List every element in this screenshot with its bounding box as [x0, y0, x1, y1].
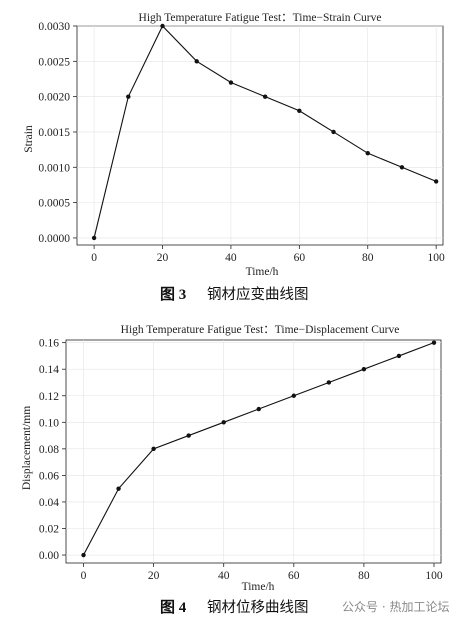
strain-chart: High Temperature Fatigue Test：Time−Strai…	[23, 12, 445, 303]
data-point	[365, 150, 370, 156]
x-tick-label: 40	[225, 252, 237, 264]
data-point	[331, 129, 336, 135]
x-tick-label: 0	[81, 570, 87, 582]
displacement-chart-xlabel: Time/h	[242, 581, 275, 593]
y-tick-label: 0.10	[39, 417, 59, 429]
data-point	[399, 165, 405, 170]
y-tick-label: 0.0030	[38, 21, 70, 33]
data-point	[262, 94, 268, 99]
y-tick-label: 0.08	[39, 444, 59, 456]
y-tick-label: 0.0025	[38, 56, 70, 68]
data-point	[297, 108, 302, 113]
data-point	[221, 420, 226, 425]
data-point	[186, 433, 191, 438]
x-tick-label: 100	[428, 252, 446, 264]
y-tick-label: 0.06	[39, 470, 59, 482]
x-tick-label: 80	[358, 570, 370, 582]
data-point	[361, 367, 367, 372]
y-tick-label: 0.12	[39, 391, 59, 403]
data-point	[431, 340, 437, 345]
data-point	[151, 446, 156, 452]
y-tick-label: 0.04	[39, 497, 59, 509]
strain-chart-title: High Temperature Fatigue Test：Time−Strai…	[139, 12, 382, 24]
data-point	[194, 59, 199, 64]
data-point	[81, 552, 86, 558]
data-point	[160, 23, 165, 29]
strain-caption-text: 钢材应变曲线图	[207, 285, 309, 303]
strain-chart-xlabel: Time/h	[246, 266, 279, 278]
strain-chart-ylabel: Strain	[23, 125, 35, 153]
y-tick-label: 0.02	[39, 523, 59, 535]
y-tick-label: 0.0005	[38, 198, 70, 210]
displacement-caption-text: 钢材位移曲线图	[207, 599, 309, 616]
data-point	[396, 353, 402, 359]
data-point	[256, 406, 261, 412]
data-point	[433, 179, 439, 184]
displacement-chart-ylabel: Displacement/mm	[21, 406, 33, 490]
watermark: 公众号 · 热加工论坛	[342, 600, 449, 614]
x-tick-label: 20	[148, 570, 160, 582]
displacement-chart: High Temperature Fatigue Test：Time−Displ…	[21, 324, 443, 616]
data-point	[326, 380, 332, 385]
displacement-caption-number: 图 4	[160, 599, 187, 616]
y-tick-label: 0.0000	[38, 233, 70, 245]
data-point	[126, 94, 131, 99]
x-tick-label: 0	[91, 252, 97, 264]
x-tick-label: 40	[218, 570, 230, 582]
y-tick-label: 0.0020	[38, 92, 70, 104]
y-tick-label: 0.16	[39, 338, 59, 350]
y-tick-label: 0.0010	[38, 162, 70, 174]
data-point	[91, 235, 97, 241]
x-tick-label: 60	[288, 570, 300, 582]
displacement-chart-title: High Temperature Fatigue Test：Time−Displ…	[121, 324, 400, 336]
strain-caption-number: 图 3	[160, 286, 186, 303]
plot-frame	[65, 339, 442, 564]
x-tick-label: 60	[294, 252, 306, 264]
y-tick-label: 0.14	[39, 364, 59, 376]
x-tick-label: 20	[157, 252, 169, 264]
data-point	[291, 393, 297, 398]
x-tick-label: 100	[425, 570, 443, 582]
y-tick-label: 0.0015	[38, 127, 70, 139]
y-tick-label: 0.00	[39, 550, 59, 562]
data-point	[228, 80, 234, 85]
plot-frame	[76, 25, 444, 246]
data-point	[116, 486, 121, 491]
x-tick-label: 80	[362, 252, 374, 264]
